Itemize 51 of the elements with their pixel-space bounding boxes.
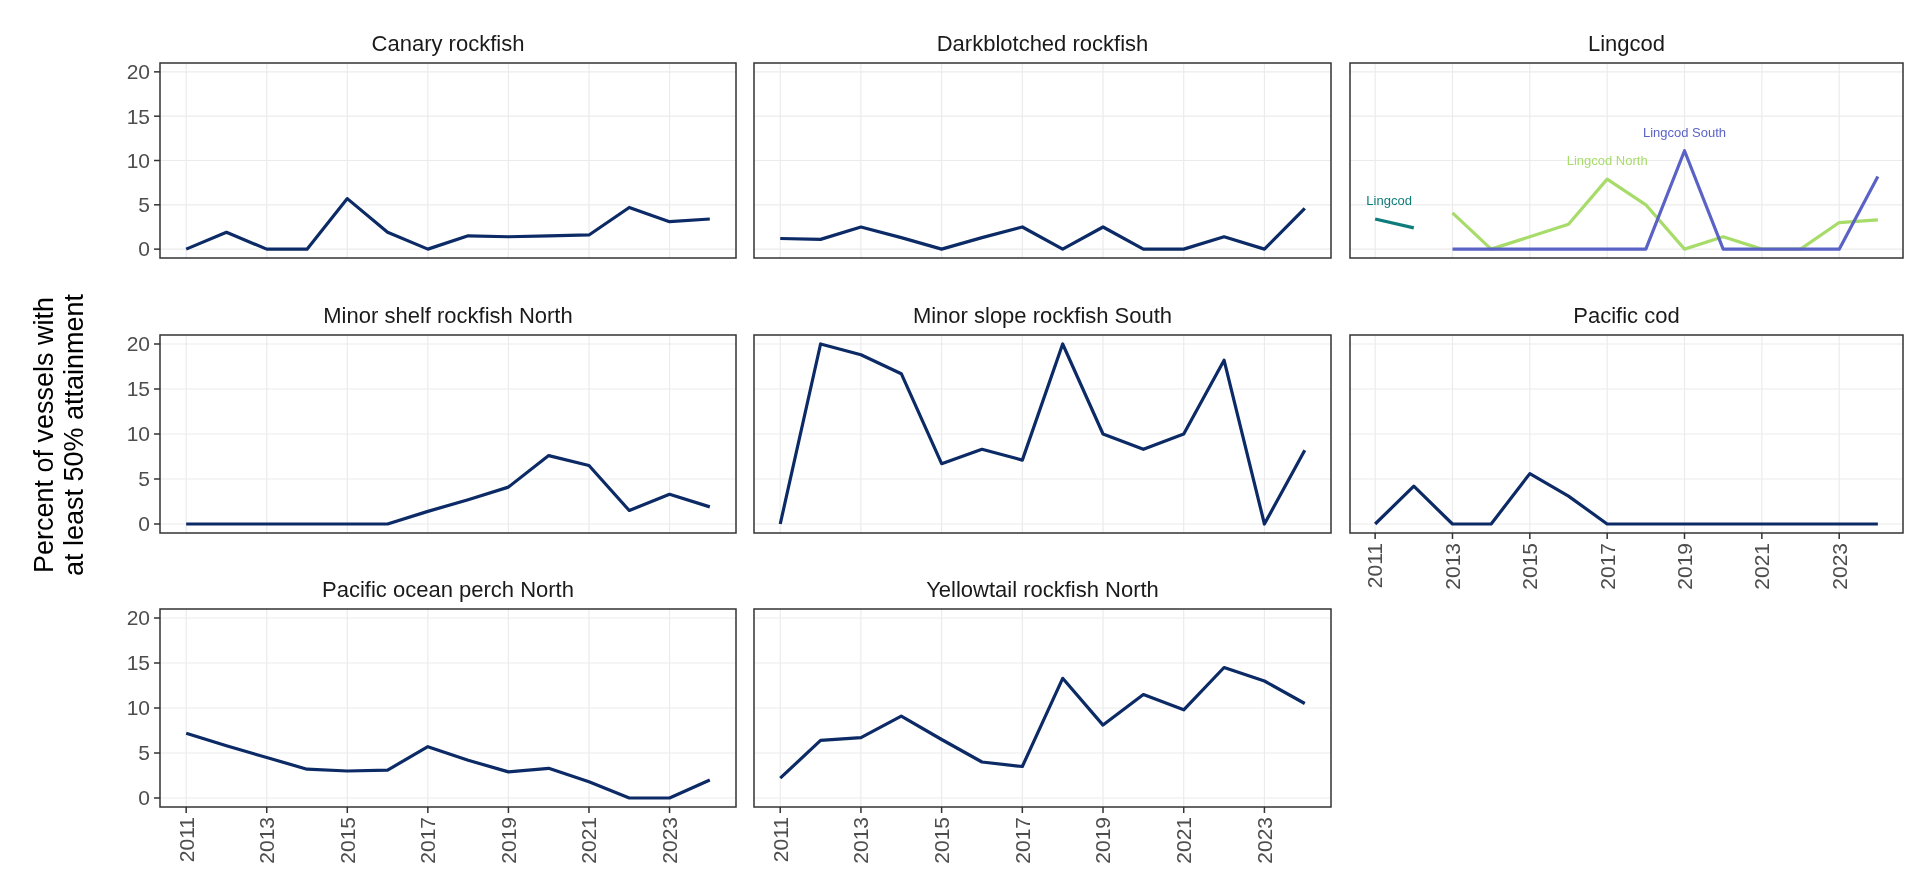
x-tick-label: 2021 (1750, 543, 1774, 590)
line-series (184, 197, 712, 251)
x-tick-label: 2013 (1440, 543, 1464, 590)
y-tick-label: 0 (138, 512, 150, 536)
x-tick-label: 2013 (849, 817, 873, 864)
chart-title: Yellowtail rockfish North (926, 577, 1159, 602)
chart-title: Pacific ocean perch North (322, 577, 574, 602)
chart-title: Darkblotched rockfish (936, 31, 1149, 56)
y-tick-label: 0 (138, 786, 150, 810)
chart-title: Minor shelf rockfish North (323, 303, 573, 328)
series-label: Lingcod (1366, 193, 1412, 208)
y-tick-label: 5 (138, 467, 150, 491)
x-tick-label: 2011 (1363, 543, 1387, 589)
y-tick-label: 5 (138, 193, 150, 217)
x-tick-label: 2015 (929, 817, 953, 864)
x-tick-label: 2015 (335, 817, 359, 864)
y-tick-label: 15 (126, 377, 150, 401)
x-tick-label: 2017 (1010, 817, 1034, 864)
y-axis-title: Percent of vessels with at least 50% attainment (29, 293, 89, 577)
x-tick-label: 2019 (496, 817, 520, 864)
x-tick-label: 2017 (1595, 543, 1619, 590)
y-tick-label: 20 (126, 606, 150, 630)
x-tick-label: 2011 (174, 817, 198, 863)
x-tick-label: 2019 (1091, 817, 1115, 864)
series-label: Lingcod North (1566, 153, 1648, 169)
x-tick-label: 2017 (416, 817, 440, 864)
y-tick-label: 10 (126, 148, 150, 172)
chart-title: Minor slope rockfish South (912, 303, 1173, 328)
y-tick-label: 0 (138, 237, 150, 261)
y-tick-label: 20 (126, 60, 150, 84)
x-tick-label: 2023 (1827, 543, 1851, 590)
series-label: Lingcod South (1642, 124, 1727, 140)
x-tick-label: 2015 (1518, 543, 1542, 590)
y-tick-label: 15 (126, 651, 150, 675)
chart-title: Lingcod (1587, 31, 1666, 56)
x-tick-label: 2011 (768, 817, 792, 863)
y-tick-label: 10 (126, 696, 150, 720)
x-tick-label: 2013 (255, 817, 279, 864)
y-tick-label: 15 (126, 104, 150, 128)
chart-title: Pacific cod (1573, 303, 1680, 328)
x-tick-label: 2023 (1252, 817, 1276, 864)
x-tick-label: 2019 (1672, 543, 1696, 590)
chart-title: Canary rockfish (371, 31, 525, 56)
line-series (184, 731, 712, 800)
line-series (184, 454, 712, 526)
y-tick-label: 5 (138, 741, 150, 765)
x-tick-label: 2023 (657, 817, 681, 864)
y-tick-label: 10 (126, 422, 150, 446)
x-tick-label: 2021 (1172, 817, 1196, 864)
y-tick-label: 20 (126, 332, 150, 356)
x-tick-label: 2021 (577, 817, 601, 864)
